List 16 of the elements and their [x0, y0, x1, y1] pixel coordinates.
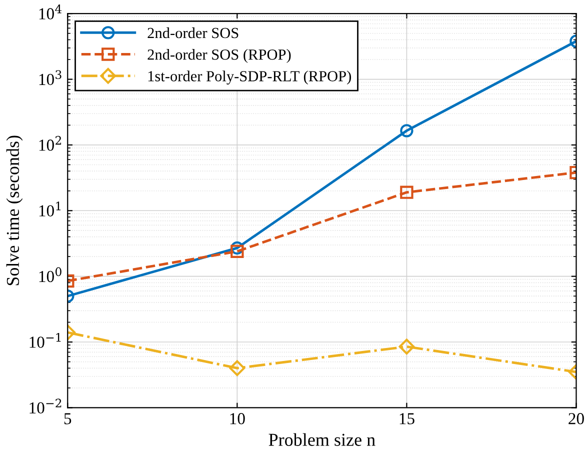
y-tick-label: 10$^{4}$ — [39, 4, 62, 20]
x-axis-title: Problem size n — [268, 433, 376, 446]
y-tick-label: 10$^{1}$ — [39, 202, 61, 216]
y-tick-label: 10$^{3}$ — [39, 70, 62, 86]
legend-label: 2nd-order SOS — [148, 27, 238, 38]
legend-label: 2nd-order SOS (RPOP) — [148, 49, 291, 63]
x-tick-label: 5 — [64, 413, 72, 424]
y-tick-label: 10$^{0}$ — [39, 267, 62, 282]
y-axis-title: Solve time (seconds) — [6, 136, 23, 286]
y-tick-label: 10$^{−2}$ — [30, 398, 62, 414]
x-tick-label: 10 — [230, 413, 245, 424]
legend-label: 1st-order Poly-SDP-RLT (RPOP) — [148, 70, 351, 85]
x-tick-label: 15 — [400, 413, 414, 424]
x-tick-label: 20 — [568, 413, 584, 424]
y-tick-label: 10$^{−1}$ — [30, 332, 61, 348]
y-tick-label: 10$^{2}$ — [39, 136, 62, 151]
